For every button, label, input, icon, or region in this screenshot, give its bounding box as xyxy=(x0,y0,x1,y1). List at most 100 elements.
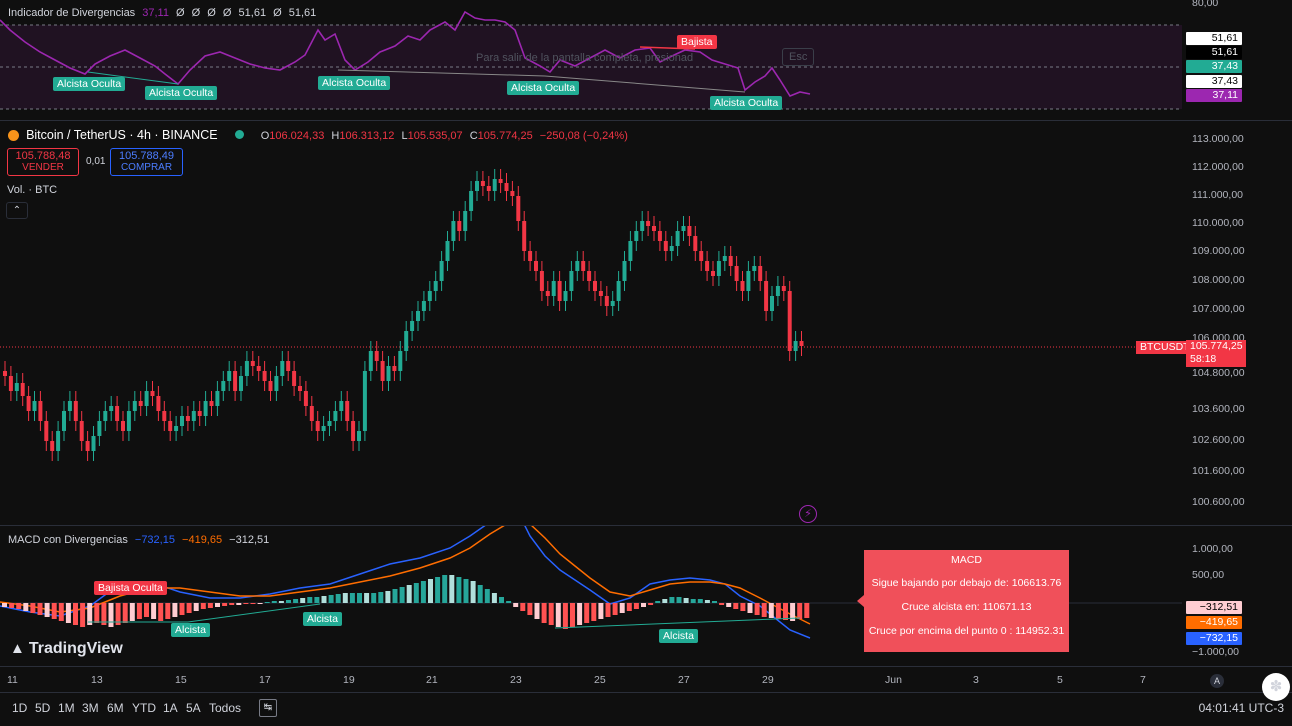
histogram-bar xyxy=(172,603,178,617)
histogram-bar xyxy=(804,603,810,618)
candle-body xyxy=(315,421,320,431)
candle-body xyxy=(32,401,37,411)
time-axis-label: 13 xyxy=(91,674,103,686)
candle-body xyxy=(646,221,651,226)
histogram-bar xyxy=(662,599,668,603)
macd-title[interactable]: MACD con Divergencias xyxy=(8,534,128,546)
price-chart-pane[interactable]: Bitcoin / TetherUS · 4h · BINANCE O106.0… xyxy=(0,121,1292,525)
timeframe-button[interactable]: YTD xyxy=(132,701,156,715)
histogram-bar xyxy=(165,603,171,619)
candle-body xyxy=(439,261,444,281)
histogram-bar xyxy=(449,575,455,603)
macd-alert-popup[interactable]: MACD Sigue bajando por debajo de: 106613… xyxy=(857,550,1069,652)
macd-plot xyxy=(0,526,1182,639)
candle-body xyxy=(221,381,226,391)
histogram-bar xyxy=(605,603,611,617)
candle-body xyxy=(457,221,462,231)
candle-body xyxy=(563,291,568,301)
histogram-bar xyxy=(115,603,121,625)
price-axis-label: 100.600,00 xyxy=(1192,496,1245,508)
macd-tag-hist: −312,51 xyxy=(1186,601,1242,614)
date-range-icon[interactable]: ↹ xyxy=(259,699,277,717)
time-axis-label: 5 xyxy=(1057,674,1063,686)
time-axis-label: 11 xyxy=(7,674,18,686)
histogram-bar xyxy=(51,603,57,619)
candle-body xyxy=(492,179,497,191)
histogram-bar xyxy=(207,603,213,608)
price-axis-label: 111.000,00 xyxy=(1192,189,1243,201)
candle-body xyxy=(693,236,698,251)
buy-button[interactable]: 105.788,49 COMPRAR xyxy=(110,148,183,176)
popup-title: MACD xyxy=(951,554,982,566)
time-axis[interactable]: A 11 13 15 17 19 21 23 25 27 29 Jun 3 5 7 xyxy=(0,666,1292,692)
candle-body xyxy=(604,296,609,306)
histogram-bar xyxy=(690,599,696,603)
candle-body xyxy=(298,386,302,391)
tradingview-logo[interactable]: ▲ TradingView xyxy=(10,640,123,658)
bitcoin-logo-icon xyxy=(8,130,19,141)
histogram-bar xyxy=(491,593,497,603)
macd-histogram xyxy=(2,575,810,629)
candle-body xyxy=(14,383,19,391)
histogram-bar xyxy=(364,593,370,603)
collapse-legend-button[interactable]: ⌃ xyxy=(6,202,28,219)
histogram-bar xyxy=(484,589,490,603)
histogram-bar xyxy=(286,600,291,603)
histogram-bar xyxy=(2,603,7,607)
timeframe-button[interactable]: 1M xyxy=(58,701,75,715)
histogram-bar xyxy=(335,594,341,603)
price-axis-label: 110.000,00 xyxy=(1192,217,1244,229)
histogram-bar xyxy=(520,603,526,611)
signal-value: −419,65 xyxy=(182,534,223,546)
candle-body xyxy=(716,261,721,276)
candle-body xyxy=(404,331,409,351)
histogram-bar xyxy=(73,603,78,625)
macd-tag-signal: −419,65 xyxy=(1186,616,1242,629)
lightning-alert-icon[interactable]: ⚡ xyxy=(799,505,817,523)
histogram-bar xyxy=(598,603,604,619)
symbol-title[interactable]: Bitcoin / TetherUS · 4h · BINANCE xyxy=(26,128,218,142)
chevron-up-icon: ⌃ xyxy=(12,205,22,216)
timeframe-button[interactable]: 5D xyxy=(35,701,51,715)
auto-scale-button[interactable]: A xyxy=(1210,674,1224,688)
label-alcista-1: Alcista xyxy=(171,623,210,637)
pane-divider[interactable] xyxy=(0,525,1292,526)
histogram-bar xyxy=(470,581,476,603)
histogram-bar xyxy=(641,603,646,607)
candle-body xyxy=(309,406,314,421)
timeframe-button[interactable]: 1A xyxy=(163,701,178,715)
market-status-icon[interactable] xyxy=(234,130,244,139)
candle-body xyxy=(115,406,120,421)
candle-body xyxy=(575,261,580,271)
macd-pane[interactable]: MACD con Divergencias −732,15 −419,65 −3… xyxy=(0,526,1292,666)
candle-body xyxy=(734,266,739,281)
candle-body xyxy=(539,271,544,291)
time-axis-label: 29 xyxy=(762,674,774,686)
price-axis-label: 109.000,00 xyxy=(1192,245,1245,257)
clock-timezone[interactable]: 04:01:41 UTC-3 xyxy=(1198,701,1284,715)
timeframe-button[interactable]: 6M xyxy=(107,701,124,715)
candle-body xyxy=(67,401,72,411)
indicator-title[interactable]: Indicador de Divergencias xyxy=(8,7,136,19)
candle-body xyxy=(551,281,556,296)
timeframe-button[interactable]: 5A xyxy=(186,701,201,715)
ai-assistant-icon[interactable]: ✽ xyxy=(1262,673,1290,701)
label-bajista-oculta: Bajista Oculta xyxy=(94,581,167,595)
fullscreen-hint: Para salir de la pantalla completa, pres… xyxy=(476,52,694,64)
timeframe-button[interactable]: 1D xyxy=(12,701,28,715)
pane-divider[interactable] xyxy=(0,120,1292,121)
volume-legend[interactable]: Vol. · BTC xyxy=(7,184,58,196)
candle-body xyxy=(545,291,550,296)
histogram-bar xyxy=(65,603,71,623)
timeframe-button[interactable]: Todos xyxy=(209,701,242,715)
histogram-bar xyxy=(541,603,547,623)
time-axis-label: 27 xyxy=(678,674,690,686)
divergence-indicator-pane[interactable]: Indicador de Divergencias 37,11 Ø Ø Ø Ø … xyxy=(0,0,1292,120)
histogram-bar xyxy=(271,601,277,603)
sell-button[interactable]: 105.788,48 VENDER xyxy=(7,148,79,176)
timeframe-button[interactable]: 3M xyxy=(82,701,99,715)
candle-body xyxy=(652,226,656,231)
candle-body xyxy=(569,271,574,291)
histogram-bar xyxy=(534,603,540,619)
histogram-bar xyxy=(94,603,100,623)
